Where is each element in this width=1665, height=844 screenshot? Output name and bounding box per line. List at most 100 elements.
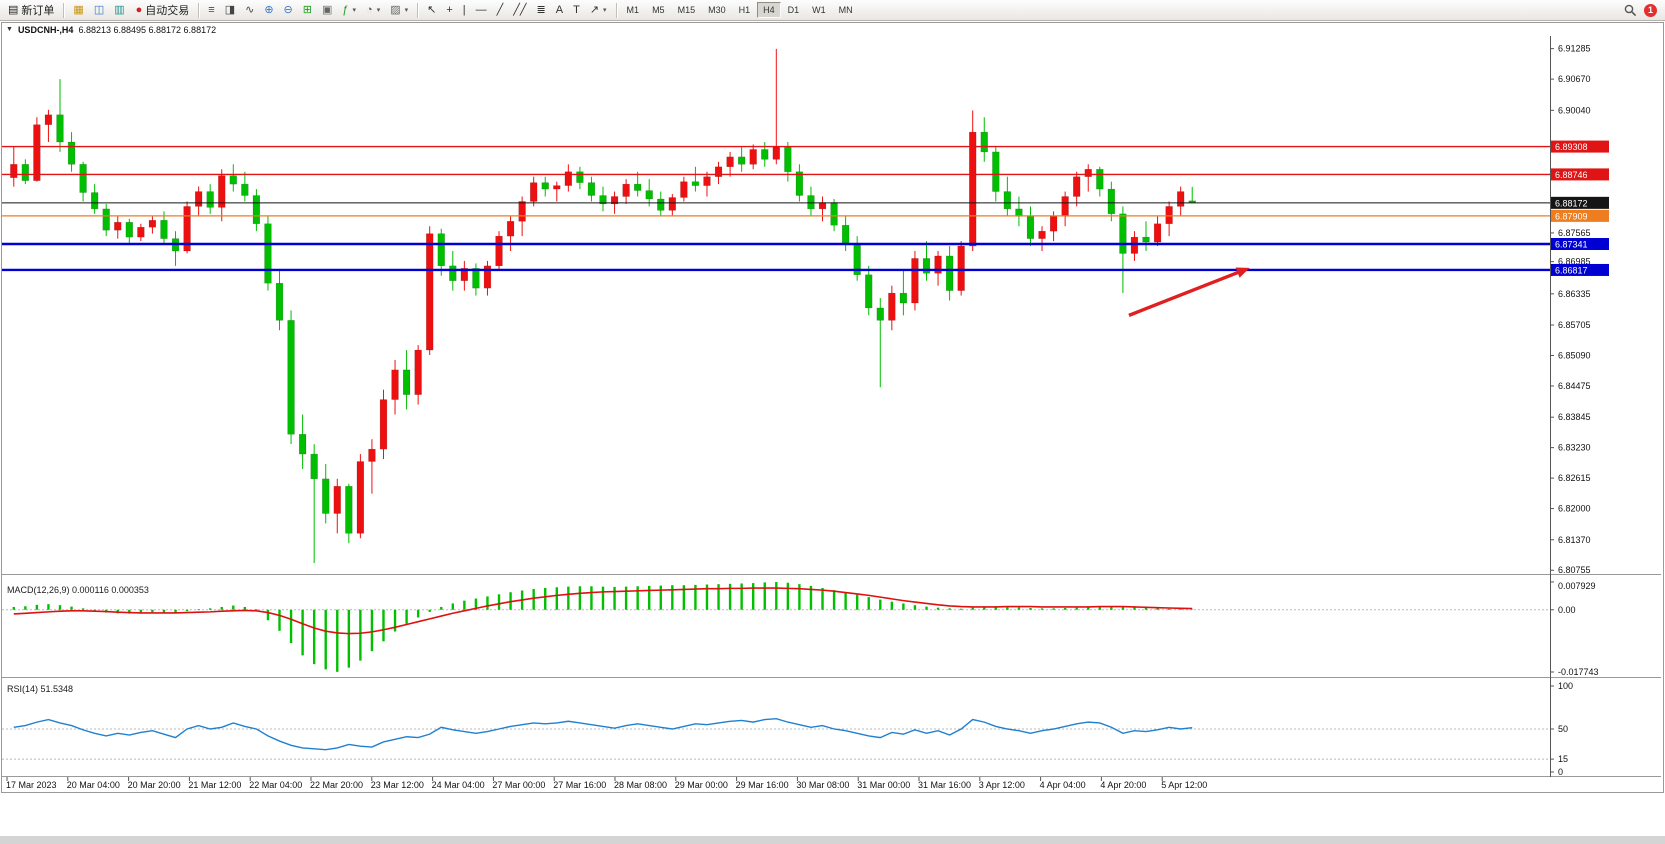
periods-caret-icon[interactable]: ▾ [376, 7, 381, 14]
candle[interactable] [530, 176, 538, 207]
timeframe-d1-button[interactable]: D1 [782, 2, 806, 18]
indicators-button[interactable]: ƒ ▾ [337, 1, 361, 19]
candle[interactable] [1038, 226, 1046, 251]
candle[interactable] [368, 439, 376, 494]
candle[interactable] [171, 231, 180, 266]
candle[interactable] [622, 179, 630, 204]
channel-button[interactable]: ╱╱ [508, 1, 531, 19]
candle[interactable] [472, 263, 480, 296]
chart-collapse-icon[interactable]: ▼ [6, 26, 13, 33]
candle[interactable] [807, 186, 815, 217]
rsi-pane[interactable]: 100 50 15 0 [2, 681, 1573, 777]
candle[interactable] [1188, 186, 1196, 204]
trendline-button[interactable]: ╱ [492, 1, 509, 19]
candle[interactable] [1130, 231, 1139, 261]
candle[interactable] [945, 246, 954, 301]
candle[interactable] [333, 478, 341, 534]
vertical-line-button[interactable]: | [458, 1, 471, 19]
candle[interactable] [1153, 216, 1162, 247]
candle[interactable] [183, 201, 191, 254]
candle[interactable] [726, 151, 734, 177]
candle[interactable] [460, 260, 469, 291]
candle[interactable] [1107, 181, 1115, 222]
timeframe-w1-button[interactable]: W1 [806, 2, 832, 18]
candle[interactable] [102, 203, 110, 237]
candle[interactable] [437, 228, 445, 276]
candle[interactable] [865, 265, 873, 316]
candle[interactable] [1096, 166, 1104, 197]
chart-canvas[interactable]: 6.91285 6.90670 6.90040 6.87565 6.86985 6.863… [2, 36, 1661, 790]
candle[interactable] [1119, 206, 1127, 294]
candle[interactable] [67, 132, 76, 172]
candle[interactable] [264, 216, 272, 291]
candle[interactable] [980, 117, 988, 162]
candle[interactable] [922, 241, 931, 281]
tile-windows-button[interactable]: ⊞ [298, 1, 317, 19]
data-window-button[interactable]: ◫ [89, 1, 109, 19]
candle[interactable] [564, 164, 572, 192]
candle[interactable] [414, 345, 422, 405]
candle[interactable] [21, 159, 29, 185]
time-axis[interactable]: 17 Mar 2023 20 Mar 04:00 20 Mar 20:00 21 Ma… [6, 777, 1207, 790]
candle[interactable] [749, 144, 757, 170]
candle[interactable] [957, 241, 965, 296]
candle[interactable] [680, 176, 688, 202]
candle[interactable] [137, 223, 145, 242]
timeframe-m30-button[interactable]: M30 [702, 2, 732, 18]
candle[interactable] [657, 191, 665, 217]
zoom-in-button[interactable]: ⊕ [259, 1, 278, 19]
candle[interactable] [587, 176, 596, 202]
candle[interactable] [1061, 191, 1069, 227]
candle[interactable] [114, 216, 122, 239]
candle[interactable] [841, 216, 850, 251]
candle[interactable] [252, 189, 261, 232]
candle[interactable] [310, 444, 318, 564]
candle[interactable] [645, 179, 653, 207]
candle[interactable] [784, 142, 792, 182]
market-watch-button[interactable]: ▦ [68, 1, 88, 19]
candle[interactable] [402, 350, 411, 410]
price-axis[interactable]: 6.91285 6.90670 6.90040 6.87565 6.86985 6.863… [1550, 44, 1609, 576]
timeframe-m15-button[interactable]: M15 [672, 2, 702, 18]
candle[interactable] [830, 198, 838, 232]
templates-caret-icon[interactable]: ▾ [404, 7, 409, 14]
fibonacci-button[interactable]: ≣ [532, 1, 551, 19]
horizontal-line-button[interactable]: — [471, 1, 492, 19]
candle[interactable] [899, 270, 908, 316]
horizontal-level-lines[interactable] [2, 145, 1550, 272]
candle[interactable] [148, 216, 157, 234]
zoom-out-button[interactable]: ⊖ [279, 1, 298, 19]
candle[interactable] [218, 169, 226, 222]
candles[interactable] [10, 48, 1196, 564]
macd-pane[interactable]: 0.007929 0.00 -0.017743 [2, 581, 1599, 677]
arrow-annotation[interactable] [1128, 267, 1250, 317]
candle[interactable] [795, 164, 804, 202]
label-button[interactable]: T [568, 1, 585, 19]
candle[interactable] [506, 216, 515, 251]
candle[interactable] [206, 184, 214, 214]
candle[interactable] [576, 166, 584, 190]
candle[interactable] [553, 181, 561, 202]
candle[interactable] [391, 359, 399, 415]
arrows-button[interactable]: ↗ ▾ [585, 1, 612, 19]
candle[interactable] [1084, 164, 1092, 192]
candle[interactable] [275, 270, 284, 331]
crosshair-button[interactable]: + [441, 1, 457, 19]
arrows-caret-icon[interactable]: ▾ [603, 7, 607, 14]
candle[interactable] [345, 483, 353, 544]
candle[interactable] [356, 454, 365, 539]
candle[interactable] [125, 218, 133, 244]
line-chart-button[interactable]: ∿ [240, 1, 259, 19]
candle[interactable] [287, 310, 295, 445]
candle[interactable] [737, 146, 746, 172]
indicators-caret-icon[interactable]: ▾ [352, 7, 357, 14]
candle[interactable] [229, 164, 237, 192]
candle[interactable] [298, 414, 307, 469]
candle[interactable] [714, 161, 723, 185]
candle[interactable] [379, 389, 388, 460]
candle[interactable] [1015, 196, 1023, 227]
candle[interactable] [703, 171, 711, 197]
candle[interactable] [79, 161, 87, 202]
candle[interactable] [876, 298, 884, 388]
candle[interactable] [691, 166, 700, 192]
